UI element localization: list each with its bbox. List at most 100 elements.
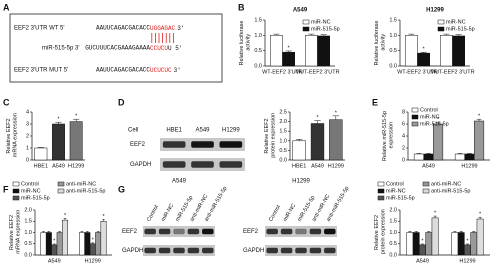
pairing-lines (151, 33, 174, 43)
blot-title: H1299 (292, 179, 310, 185)
y-axis-label: Relative EEF2 mRNA expression (9, 210, 22, 256)
panel-label: E (372, 97, 378, 107)
y-tick-label: 1.5 (279, 129, 287, 135)
bar (45, 232, 52, 256)
blot-band (280, 228, 293, 235)
x-tick-label: H1299 (68, 163, 84, 169)
bar (419, 244, 426, 256)
bar (464, 153, 475, 161)
x-tick-label: WT-EEF2 3'UTR (397, 69, 438, 75)
error-bar (273, 33, 280, 36)
error-bar (467, 153, 472, 154)
x-tick-label: HBE1 (34, 163, 48, 169)
error-bar (295, 139, 303, 141)
bar (62, 219, 68, 256)
bar (425, 232, 433, 256)
panel-label: G (118, 184, 125, 194)
sequence-alignment: EEF2 3'UTR WT 5' AAUUCAGACGACACC UGGAGAC… (14, 25, 184, 74)
blot-band (309, 247, 322, 254)
y-axis-label: Relative luciferase activity (239, 21, 252, 66)
blot-row-label: EEF2 (122, 229, 138, 235)
panel-label: F (3, 184, 9, 194)
legend-swatch (377, 195, 385, 201)
bar (329, 119, 343, 161)
y-tick-label: 0.5 (389, 48, 397, 54)
bar (474, 120, 485, 161)
legend-label: Control (386, 181, 404, 187)
significance-mark: * (53, 238, 56, 244)
y-tick-label: 2 (26, 133, 29, 139)
error-bar (58, 231, 61, 233)
blot-band (219, 161, 243, 168)
blot-band (202, 247, 214, 254)
lane-label: anti-miR-515-5p (204, 186, 229, 223)
y-tick-label: 0.5 (254, 48, 262, 54)
error-bar (426, 153, 431, 154)
bar (34, 147, 48, 161)
sequence-end: 3' (177, 25, 184, 32)
x-tick-label: A549 (422, 163, 435, 169)
x-tick-label: H1299 (459, 258, 475, 264)
y-tick-label: 0.5 (389, 241, 397, 247)
lane-label: H1299 (222, 128, 240, 134)
y-tick-label: 1.0 (254, 33, 262, 39)
y-tick-label: 4 (402, 133, 405, 139)
legend-swatch (411, 114, 419, 120)
y-tick-label: 1.0 (389, 230, 397, 236)
significance-mark: * (437, 117, 440, 123)
x-tick-label: HBE1 (292, 163, 306, 169)
bar (405, 35, 418, 67)
y-tick-label: 0.0 (389, 63, 397, 69)
legend-label: anti-miR-515-5p (431, 188, 470, 194)
blot-band (295, 228, 307, 235)
legend-label: miR-NC (386, 188, 406, 194)
legend-label: anti-miR-515-5p (66, 188, 105, 194)
bar (413, 153, 424, 161)
error-bar (420, 243, 425, 245)
bar (310, 123, 325, 161)
bar (470, 232, 478, 256)
blot-column-label: Cell (128, 128, 138, 134)
legend-swatch (302, 26, 310, 32)
y-tick-label: 1.5 (389, 17, 397, 23)
error-bar (414, 231, 418, 233)
bar (84, 232, 91, 256)
panel-label: B (238, 2, 245, 12)
significance-mark: * (423, 47, 426, 53)
y-tick-label: 1.5 (24, 219, 32, 225)
bar (451, 232, 459, 256)
binding-site: UGGAGAC (150, 25, 176, 32)
error-bar (63, 218, 67, 221)
significance-mark: * (478, 114, 481, 120)
binding-site: UCUCUC (150, 67, 172, 74)
lane-label: miR-NC (160, 203, 175, 223)
y-tick-label: 1.5 (254, 17, 262, 23)
legend-swatch (57, 188, 65, 194)
error-bar (308, 33, 315, 36)
blot-band (144, 228, 156, 235)
y-axis-label: Relative luciferase activity (374, 21, 387, 66)
error-bar (55, 121, 62, 124)
y-tick-label: 4 (26, 109, 29, 115)
blot-band (324, 247, 336, 254)
bar (40, 232, 47, 256)
sequence-label: EEF2 3'UTR MUT 5' (14, 68, 68, 74)
y-tick-label: 0 (402, 157, 405, 163)
lane-label: Control (146, 204, 160, 222)
y-tick-label: 0.0 (279, 157, 287, 163)
y-tick-label: 8 (402, 109, 405, 115)
blot-band (158, 228, 171, 235)
panel-label: D (118, 97, 125, 107)
bar (270, 35, 283, 67)
blot-row-label: GAPDH (122, 248, 143, 254)
bar (305, 35, 318, 67)
bar (417, 52, 430, 67)
x-tick-label: A549 (52, 163, 65, 169)
error-bar (52, 243, 56, 245)
bar (292, 140, 306, 161)
legend-swatch (437, 26, 445, 32)
bar (282, 51, 295, 67)
legend-swatch (422, 188, 430, 194)
y-tick-label: 0.0 (254, 63, 262, 69)
significance-mark: * (434, 211, 437, 217)
